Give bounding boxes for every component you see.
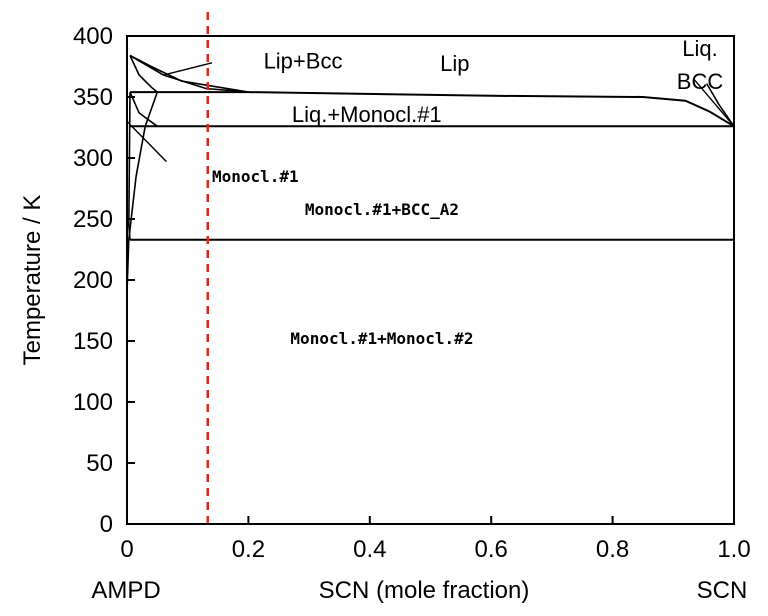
label-pointer-1 — [694, 79, 735, 127]
x-tick-label: 0 — [120, 536, 133, 563]
label-pointer-lines — [126, 62, 735, 163]
phase-boundary-liquidus-right — [706, 83, 735, 127]
x-tick-label: 0.8 — [596, 536, 629, 563]
region-label: BCC — [677, 69, 724, 94]
y-tick-label: 0 — [100, 511, 113, 538]
region-label: Lip — [440, 51, 469, 76]
x-tick-label: 0.4 — [353, 536, 386, 563]
x-axis-label: SCN (mole fraction) — [319, 577, 530, 604]
phase-boundary-monocl1-solvus-lower — [126, 91, 159, 293]
y-tick-label: 50 — [86, 450, 113, 477]
y-tick-label: 150 — [73, 328, 113, 355]
phase-boundary-solidus-left — [129, 54, 249, 93]
region-label: Liq.+Monocl.#1 — [292, 102, 442, 127]
y-tick-label: 100 — [73, 389, 113, 416]
x-tick-label: 1.0 — [717, 536, 750, 563]
phase-boundary-monocl1-solvus-upper — [129, 91, 158, 127]
y-tick-label: 400 — [73, 23, 113, 50]
phase-boundary-bcc-solvus-left — [129, 55, 158, 93]
x-axis-right-end-label: SCN — [697, 577, 748, 604]
region-label: Monocl.#1+BCC_A2 — [305, 200, 459, 219]
x-axis-ticks: 0 0.2 0.4 0.6 0.8 1.0 — [120, 516, 751, 563]
y-axis-ticks: 0 50 100 150 200 250 300 350 400 — [73, 23, 135, 538]
x-tick-label: 0.6 — [475, 536, 508, 563]
x-axis-left-end-label: AMPD — [91, 577, 160, 604]
y-tick-label: 350 — [73, 84, 113, 111]
region-label: Monocl.#1+Monocl.#2 — [290, 329, 473, 348]
region-labels: Lip+Bcc Lip Liq. BCC Liq.+Monocl.#1 Monocl.#1… — [212, 36, 723, 348]
region-label: Monocl.#1 — [212, 167, 299, 186]
label-pointer-2 — [126, 120, 167, 163]
region-label: Lip+Bcc — [264, 48, 343, 73]
y-tick-label: 250 — [73, 206, 113, 233]
region-label: Liq. — [682, 36, 717, 61]
y-tick-label: 300 — [73, 145, 113, 172]
y-axis-label: Temperature / K — [19, 195, 46, 366]
phase-boundary-left-edge-small — [127, 92, 131, 240]
x-tick-label: 0.2 — [232, 536, 265, 563]
phase-boundary-liquidus-left — [129, 54, 249, 93]
y-tick-label: 200 — [73, 267, 113, 294]
label-pointer-0 — [163, 62, 213, 76]
